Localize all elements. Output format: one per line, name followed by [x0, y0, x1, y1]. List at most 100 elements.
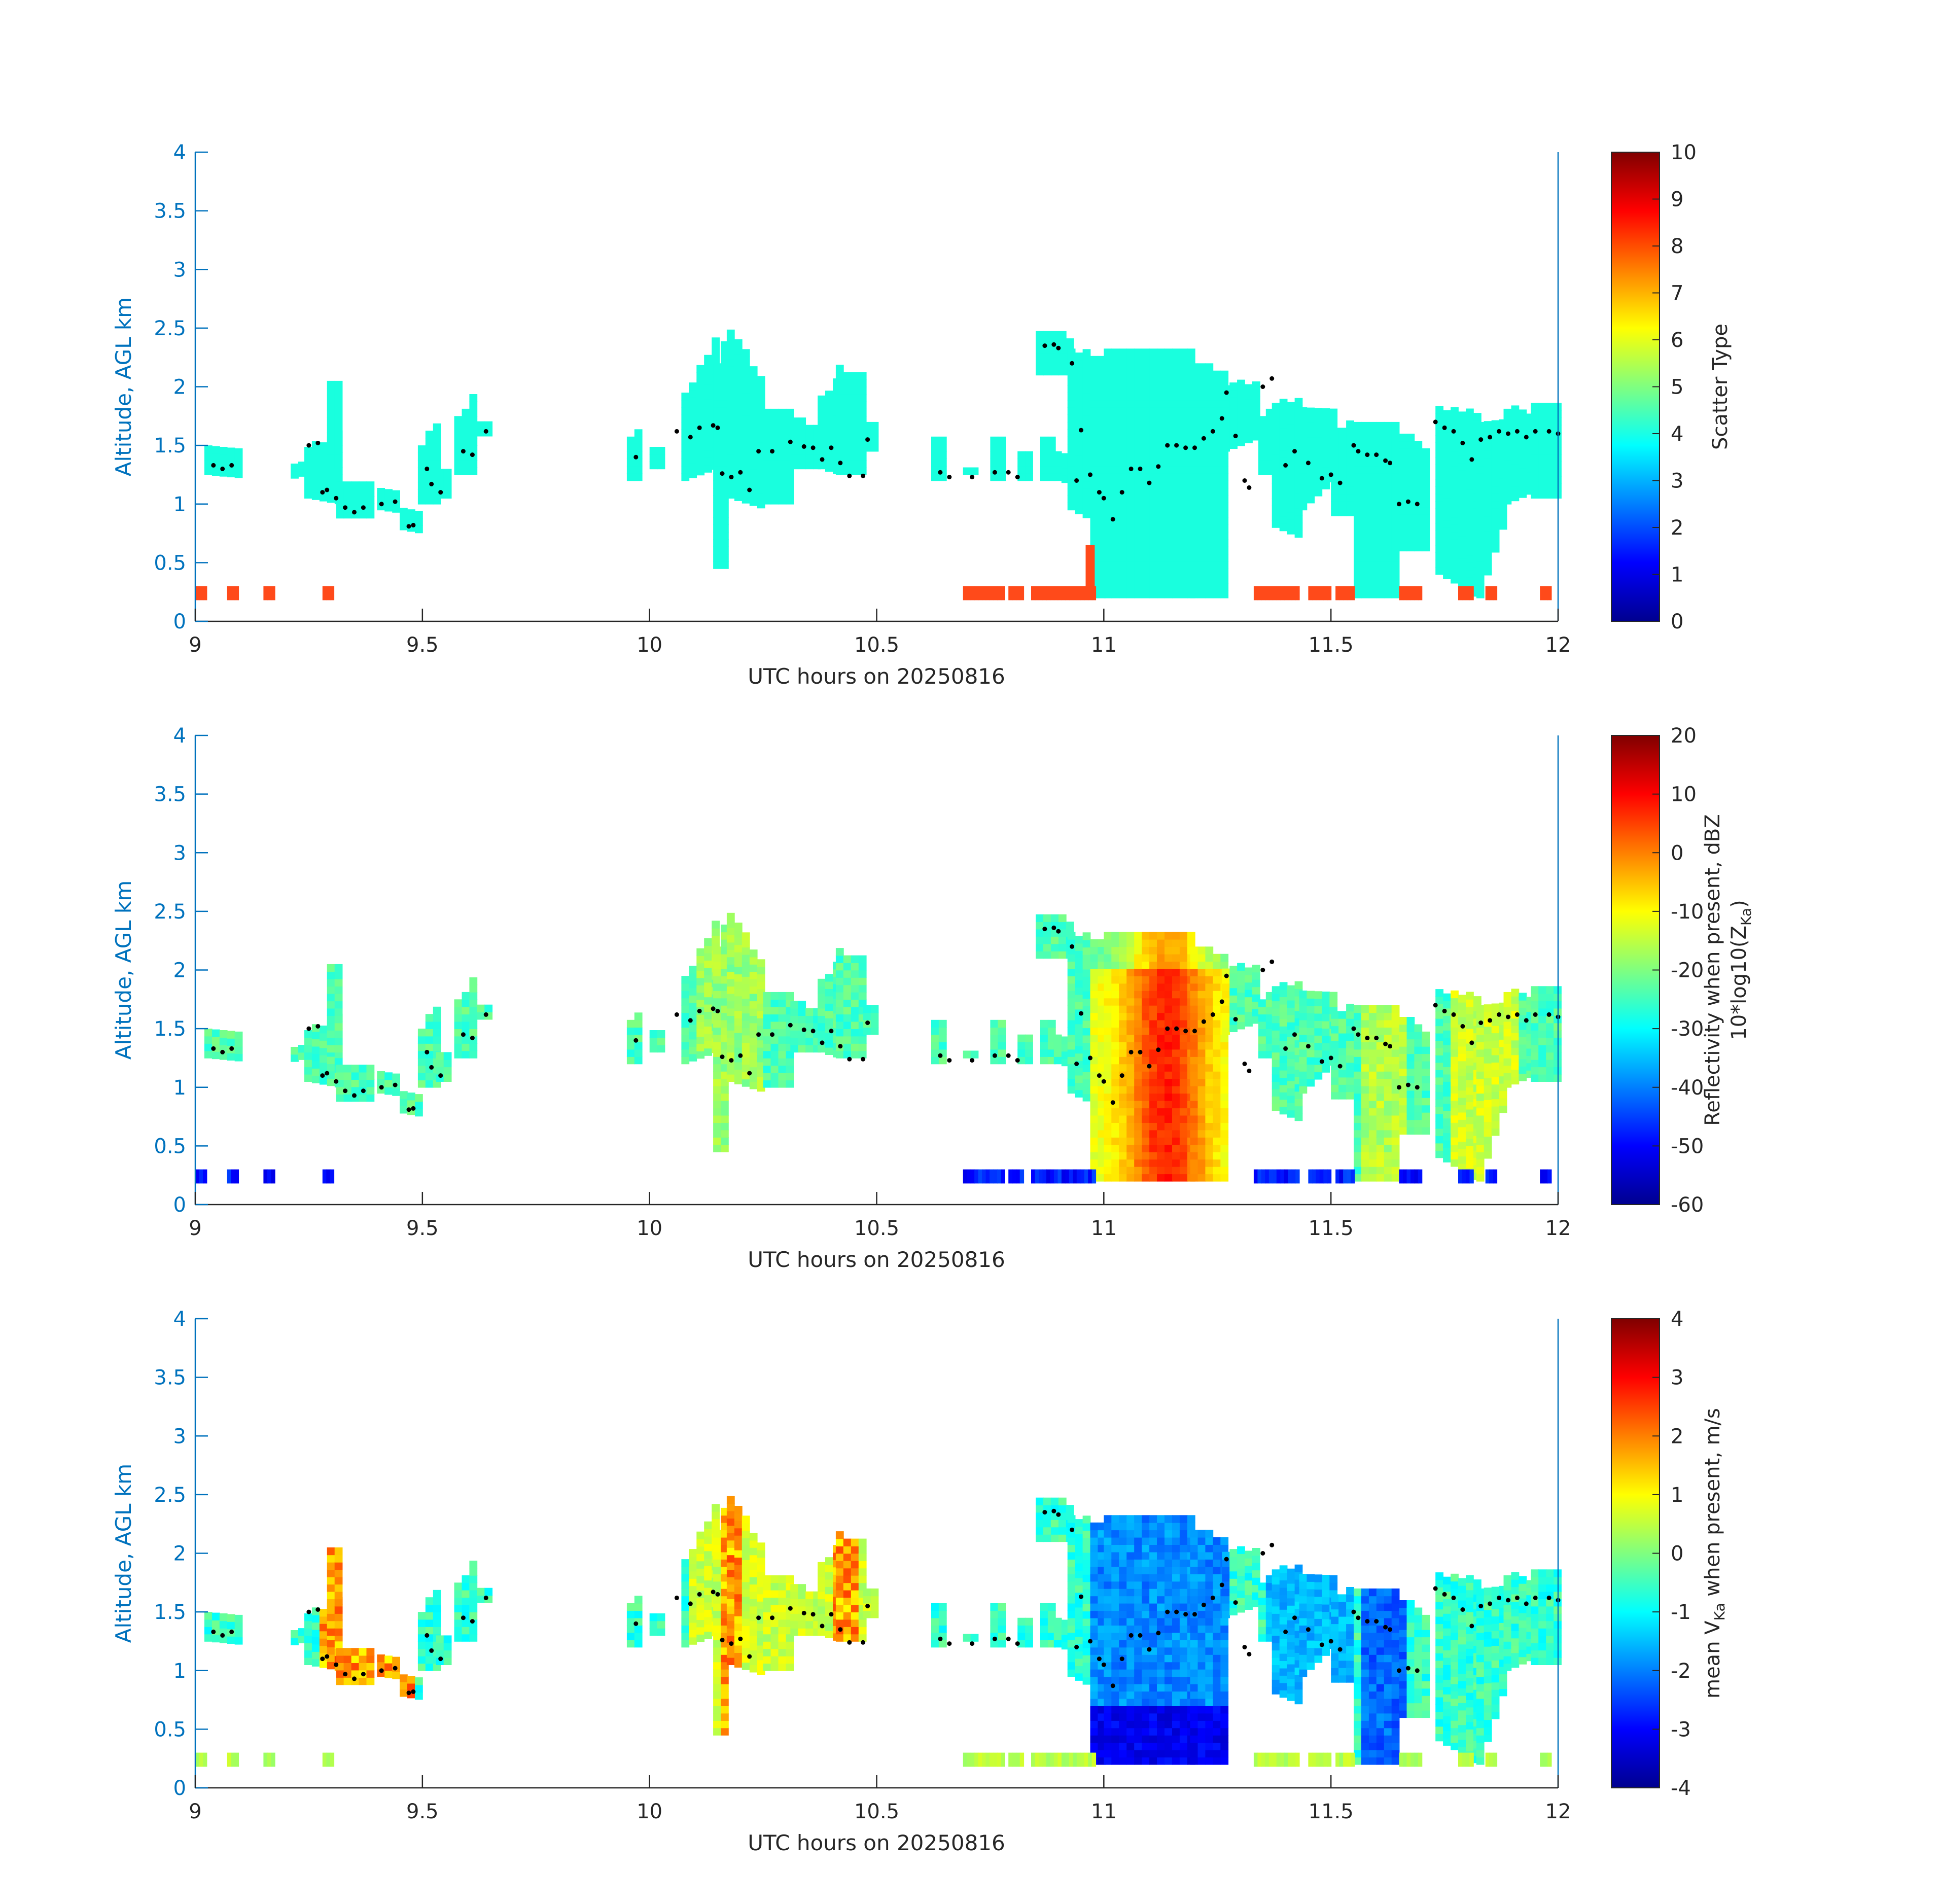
cloud-base-point [1406, 500, 1410, 504]
echo-cell [713, 1108, 721, 1115]
echo-cell [1299, 1056, 1308, 1064]
echo-cell [1165, 488, 1173, 496]
echo-cell [763, 1029, 771, 1036]
echo-cell [704, 436, 712, 443]
echo-cell [1458, 1053, 1466, 1061]
echo-cell [1511, 449, 1520, 457]
echo-cell [400, 515, 408, 523]
echo-cell [1142, 1005, 1150, 1013]
echo-cell [713, 495, 721, 503]
echo-cell [771, 482, 779, 489]
echo-cell [1090, 1042, 1099, 1049]
echo-cell [1083, 452, 1091, 460]
echo-cell [1458, 426, 1466, 434]
clutter-cell [1351, 1170, 1355, 1184]
echo-cell [825, 398, 833, 406]
echo-cell [1142, 393, 1150, 400]
echo-cell [1435, 472, 1443, 479]
echo-cell [400, 1689, 408, 1697]
echo-cell [689, 1010, 697, 1017]
echo-cell [1369, 429, 1377, 437]
echo-cell [1422, 1098, 1430, 1105]
echo-cell [1338, 1018, 1347, 1026]
echo-cell [418, 1036, 426, 1044]
echo-cell [1476, 1137, 1485, 1145]
echo-cell [484, 421, 492, 429]
echo-cell [1172, 488, 1180, 496]
echo-cell [1149, 1174, 1157, 1181]
echo-cell [939, 1027, 947, 1035]
echo-cell [742, 422, 750, 430]
echo-cell [377, 495, 385, 503]
echo-cell [327, 1008, 335, 1016]
echo-cell [1104, 1071, 1112, 1079]
echo-cell [1190, 1122, 1198, 1130]
echo-cell [825, 1047, 833, 1055]
echo-cell [454, 1051, 463, 1059]
clutter-cell [1327, 1170, 1331, 1184]
echo-cell [1075, 360, 1083, 368]
echo-cell [1272, 483, 1280, 491]
echo-cell [426, 497, 434, 504]
echo-cell [1361, 1042, 1369, 1049]
echo-cell [1476, 590, 1485, 598]
echo-cell [1354, 569, 1362, 576]
echo-cell [1172, 1115, 1180, 1123]
cloud-base-point [1220, 416, 1224, 420]
echo-cell [1165, 998, 1173, 1005]
echo-cell [1126, 946, 1135, 954]
echo-cell [1443, 1015, 1451, 1023]
echo-cell [1126, 510, 1135, 517]
echo-cell [1149, 1108, 1157, 1115]
echo-cell [1190, 371, 1198, 378]
echo-cell [1435, 560, 1443, 568]
echo-cell [1190, 1042, 1198, 1049]
echo-cell [696, 372, 704, 380]
echo-cell [1190, 583, 1198, 591]
echo-cell [1157, 400, 1165, 408]
echo-cell [1314, 467, 1322, 474]
echo-cell [1384, 1012, 1392, 1020]
echo-cell [1443, 1037, 1451, 1045]
echo-cell [1466, 1087, 1474, 1095]
echo-cell [931, 1020, 939, 1028]
echo-cell [1068, 400, 1076, 408]
echo-cell [1361, 1159, 1369, 1167]
echo-cell [1213, 400, 1221, 408]
echo-cell [750, 366, 758, 374]
echo-cell [1377, 1027, 1385, 1035]
echo-cell [763, 497, 771, 504]
clutter-cell [997, 1170, 1001, 1184]
echo-cell [634, 473, 643, 481]
echo-cell [650, 1038, 658, 1045]
echo-cell [1142, 371, 1150, 378]
echo-cell [454, 460, 463, 468]
echo-cell [1126, 517, 1135, 525]
echo-cell [836, 438, 844, 446]
echo-cell [859, 401, 867, 409]
echo-cell [1068, 488, 1076, 496]
echo-cell [742, 1013, 750, 1020]
echo-cell [750, 388, 758, 396]
echo-cell [1111, 1145, 1119, 1152]
echo-cell [1205, 954, 1213, 962]
echo-cell [1299, 1035, 1308, 1042]
echo-cell [1287, 993, 1295, 1000]
echo-cell [1126, 1122, 1135, 1130]
echo-cell [433, 438, 441, 446]
echo-cell [1142, 946, 1150, 954]
echo-cell [1180, 991, 1188, 998]
echo-cell [998, 444, 1006, 451]
echo-cell [1407, 544, 1415, 551]
echo-cell [1165, 547, 1173, 554]
echo-cell [734, 959, 743, 967]
echo-cell [1119, 503, 1127, 510]
clutter-cell [1335, 586, 1339, 601]
echo-cell [1190, 1130, 1198, 1138]
echo-cell [1054, 1056, 1062, 1064]
echo-cell [1172, 407, 1180, 415]
echo-cell [1422, 1032, 1430, 1039]
echo-cell [1205, 371, 1213, 378]
echo-cell [1172, 495, 1180, 503]
